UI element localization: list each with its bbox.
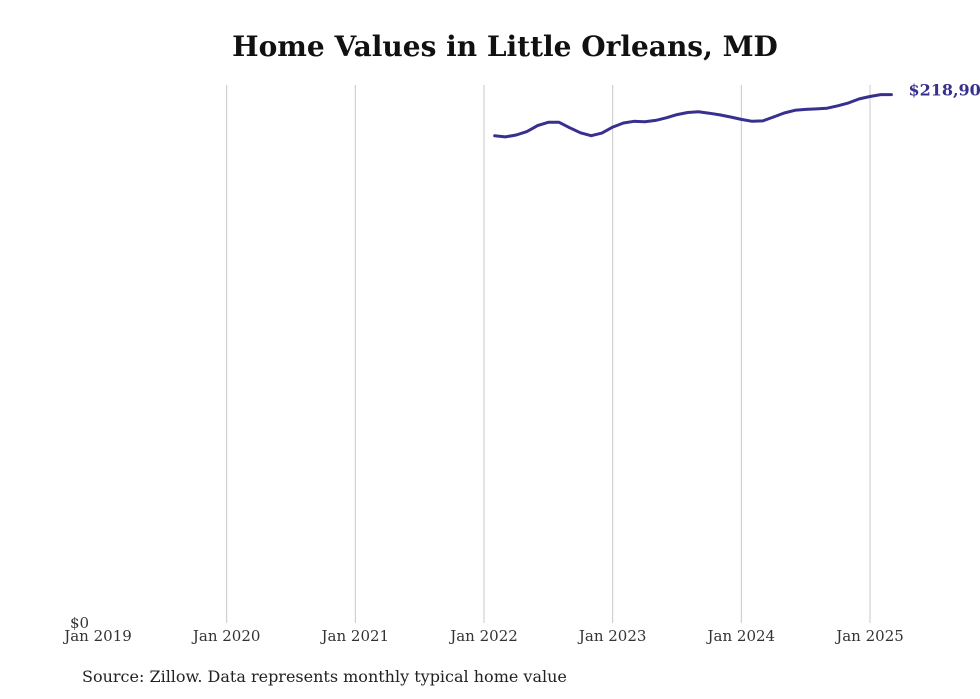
x-tick-label: Jan 2021 (320, 627, 390, 645)
chart-title: Home Values in Little Orleans, MD (232, 30, 778, 63)
x-tick-label: Jan 2023 (577, 627, 647, 645)
x-tick-label: Jan 2020 (191, 627, 261, 645)
x-tick-label: Jan 2022 (448, 627, 518, 645)
series-line (493, 93, 893, 139)
x-tick-label: Jan 2019 (62, 627, 132, 645)
end-value-label: $218,903 (908, 81, 980, 100)
x-tick-label: Jan 2024 (706, 627, 776, 645)
x-tick-label: Jan 2025 (834, 627, 904, 645)
y-tick-label: $0 (70, 614, 89, 632)
source-note: Source: Zillow. Data represents monthly … (82, 667, 567, 686)
